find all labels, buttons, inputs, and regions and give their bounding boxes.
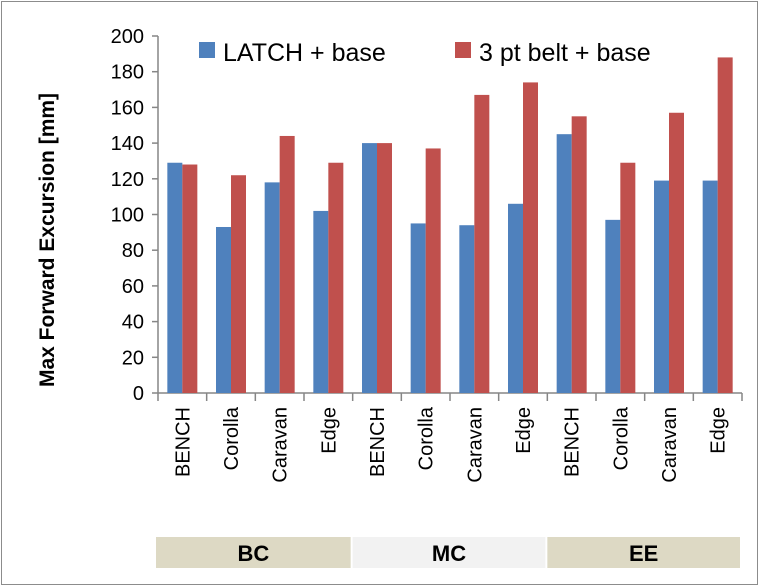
bar-belt-12 <box>717 57 733 394</box>
bar-belt-8 <box>523 82 538 393</box>
bar-latch-5 <box>362 143 377 393</box>
group-label-mc: MC <box>432 541 466 566</box>
y-tick-label: 180 <box>111 62 144 84</box>
axes <box>152 35 743 401</box>
group-label-bc: BC <box>237 541 269 566</box>
group-band-bc <box>156 537 351 568</box>
category-label: Edge <box>708 407 730 454</box>
category-label: Corolla <box>221 406 243 470</box>
group-band-mc <box>352 537 546 568</box>
bar-belt-3 <box>279 135 295 393</box>
y-tick-label: 80 <box>122 240 144 262</box>
category-label: Edge <box>513 407 535 454</box>
y-tick-label: 160 <box>111 97 144 119</box>
bar-latch-9 <box>556 134 572 394</box>
y-axis-label: Max Forward Excursion [mm] <box>36 93 59 387</box>
y-tick-label: 100 <box>111 205 144 227</box>
bar-belt-5 <box>377 143 392 393</box>
group-label-ee: EE <box>629 541 658 566</box>
bar-belt-6 <box>425 148 441 393</box>
category-label: BENCH <box>172 407 194 477</box>
bar-belt-2 <box>231 175 246 393</box>
y-tick-label: 40 <box>122 312 144 334</box>
category-label: Edge <box>318 407 340 454</box>
y-tick-label: 60 <box>122 276 144 298</box>
category-labels: BENCH Corolla Caravan Edge BENCH Corolla Carav… <box>172 406 729 482</box>
bar-latch-7 <box>459 225 475 393</box>
group-labels: BC MC EE <box>156 537 740 568</box>
legend-swatch-belt <box>455 42 471 58</box>
y-tick-label: 120 <box>111 169 144 191</box>
bar-latch-4 <box>313 210 329 393</box>
y-tick-label: 140 <box>111 133 144 155</box>
bar-latch-3 <box>264 182 280 393</box>
legend: LATCH + base 3 pt belt + base <box>199 39 651 67</box>
y-tick-label: 0 <box>133 383 144 405</box>
category-label: BENCH <box>367 407 389 477</box>
bar-latch-1 <box>167 162 183 393</box>
category-label: Corolla <box>416 406 438 470</box>
bar-latch-2 <box>216 226 231 393</box>
y-tick-label: 200 <box>111 26 144 48</box>
group-band-ee <box>547 537 740 568</box>
bar-belt-1 <box>182 164 198 393</box>
bar-belt-10 <box>620 162 636 393</box>
bar-belt-11 <box>669 112 684 393</box>
bar-belt-4 <box>328 162 344 393</box>
category-label: Corolla <box>610 406 632 470</box>
bar-latch-11 <box>654 180 669 393</box>
category-label: Caravan <box>659 407 681 483</box>
legend-label-latch: LATCH + base <box>223 39 386 67</box>
bar-latch-12 <box>702 180 718 393</box>
bars <box>167 57 733 394</box>
bar-latch-8 <box>508 203 523 393</box>
category-label: BENCH <box>562 407 584 477</box>
bar-belt-9 <box>571 116 587 393</box>
legend-label-belt: 3 pt belt + base <box>479 39 651 67</box>
y-tick-labels: 0 20 40 60 80 100 120 140 160 180 200 <box>111 26 144 405</box>
category-label: Caravan <box>464 407 486 483</box>
bar-latch-10 <box>605 219 621 393</box>
bar-latch-6 <box>410 223 426 393</box>
y-tick-label: 20 <box>122 347 144 369</box>
bar-belt-7 <box>474 94 490 393</box>
legend-swatch-latch <box>199 42 215 58</box>
category-label: Caravan <box>270 407 292 483</box>
